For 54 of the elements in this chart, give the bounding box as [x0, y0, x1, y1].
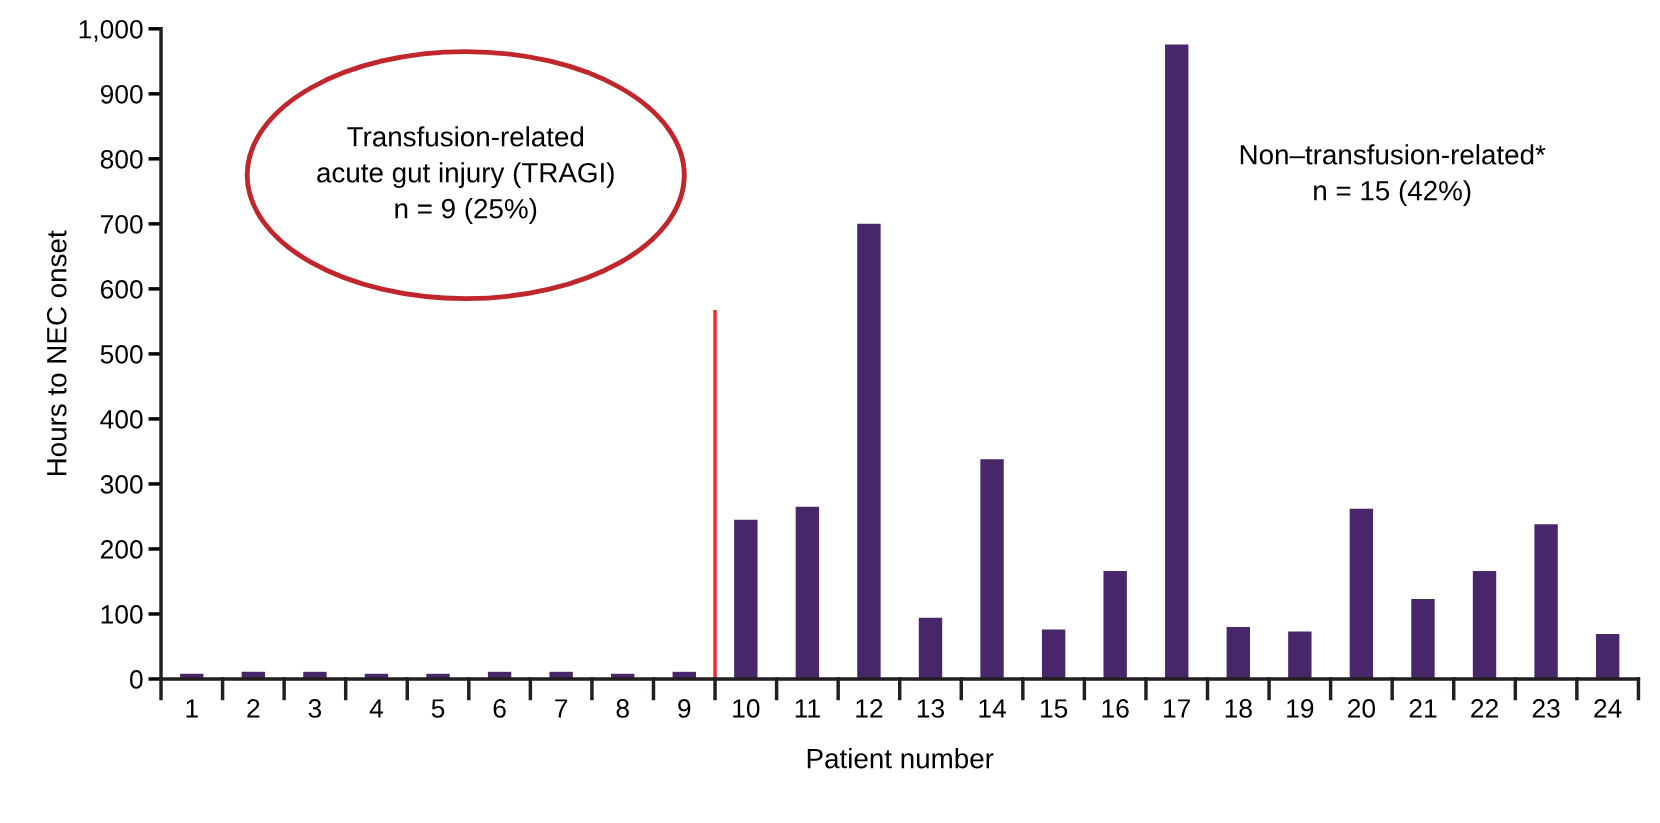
- bar: [1472, 571, 1497, 679]
- x-tick-label: 8: [616, 699, 629, 718]
- y-tick-label: 700: [100, 214, 143, 234]
- bar: [1595, 634, 1620, 679]
- x-tick-label: 2: [247, 699, 260, 718]
- x-tick-label: 3: [308, 699, 322, 718]
- x-tick-label: 21: [1409, 699, 1437, 718]
- bar: [857, 223, 881, 679]
- y-tick-label: 500: [100, 345, 143, 364]
- bar: [1349, 508, 1374, 679]
- annotation: Non–transfusion-related* n = 15 (42%): [1240, 144, 1546, 207]
- x-tick-label: 23: [1532, 699, 1560, 718]
- bar: [1103, 571, 1127, 679]
- x-axis-title: Patient number: [807, 748, 994, 769]
- x-tick-label: 16: [1102, 699, 1129, 718]
- y-tick-label: 0: [130, 670, 143, 689]
- x-tick-label: 15: [1040, 699, 1068, 718]
- x-tick-label: 19: [1287, 699, 1314, 718]
- y-tick-label: 100: [101, 605, 143, 624]
- y-axis-title: Hours to NEC onset: [46, 230, 67, 476]
- x-tick-label: 6: [493, 699, 506, 718]
- x-tick-label: 10: [733, 699, 760, 718]
- x-tick-label: 18: [1225, 699, 1252, 718]
- y-tick-label: 600: [100, 280, 143, 299]
- y-tick-label: 900: [100, 84, 143, 104]
- x-tick-label: 4: [369, 699, 384, 718]
- bar: [1226, 626, 1250, 679]
- x-tick-label: 14: [979, 699, 1006, 718]
- bar: [918, 617, 943, 679]
- x-tick-label: 24: [1594, 699, 1622, 718]
- bar: [1165, 44, 1189, 679]
- x-tick-label: 20: [1348, 699, 1376, 718]
- y-tick-label: 200: [100, 540, 143, 559]
- x-tick-label: 12: [856, 699, 883, 718]
- bar: [734, 519, 758, 679]
- x-tick-label: 9: [678, 699, 691, 718]
- bar: [1411, 599, 1435, 679]
- x-tick-label: 13: [917, 699, 945, 718]
- x-tick-label: 17: [1164, 699, 1191, 718]
- x-tick-label: 5: [431, 699, 445, 718]
- bar: [1534, 524, 1558, 679]
- bar: [1288, 631, 1312, 679]
- bar: [980, 459, 1004, 679]
- bar: [1041, 629, 1066, 679]
- annotation: Transfusion-related acute gut injury (TRAGI) n = 9 (25%): [317, 126, 614, 224]
- x-tick-label: 1: [186, 699, 198, 718]
- x-tick-label: 22: [1471, 699, 1498, 718]
- y-tick-label: 1,000: [79, 19, 143, 42]
- y-tick-label: 300: [100, 475, 143, 494]
- x-tick-label: 11: [795, 699, 820, 718]
- x-tick-label: 7: [555, 699, 568, 718]
- y-tick-label: 400: [100, 410, 143, 429]
- y-tick-label: 800: [100, 149, 143, 169]
- bar: [795, 506, 820, 679]
